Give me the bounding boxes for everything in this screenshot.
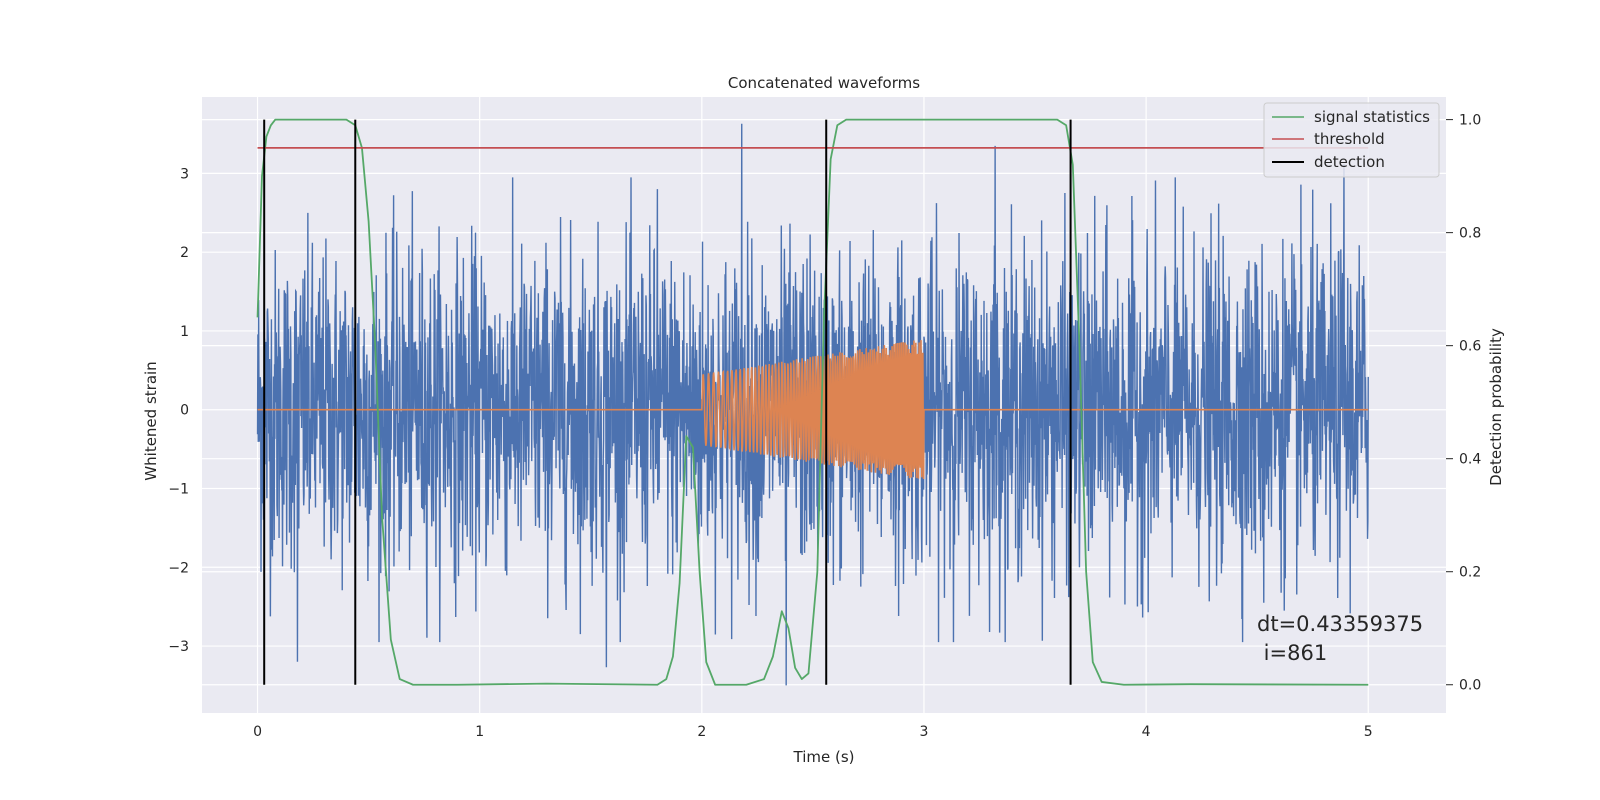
y-tick-label-left: 1 [180,324,189,340]
y-tick-label-left: −3 [168,639,189,655]
y-tick-label-left: 0 [180,403,189,419]
x-tick-label: 0 [253,724,262,740]
annotation-i: i=861 [1257,641,1327,665]
y-tick-label-right: 0.6 [1459,339,1481,355]
series-whitened-strain [256,123,1369,686]
x-tick-label: 3 [920,724,929,740]
y-tick-label-left: −1 [168,481,189,497]
y-tick-label-right: 0.4 [1459,452,1481,468]
legend-label-signal-statistics: signal statistics [1314,108,1430,126]
x-axis-label: Time (s) [793,748,855,766]
y-axis-label-right: Detection probability [1487,328,1505,486]
x-tick-label: 4 [1142,724,1151,740]
legend-box [1263,102,1440,178]
y-tick-label-right: 0.8 [1459,226,1481,242]
y-tick-label-right: 0.2 [1459,565,1481,581]
annotation-dt: dt=0.43359375 [1257,612,1423,636]
y-tick-label-left: 3 [180,166,189,182]
legend: signal statistics threshold detection [1263,102,1440,178]
chart-title: Concatenated waveforms [728,74,920,92]
series-layer [256,118,1369,686]
y-axis-label-left: Whitened strain [142,361,160,480]
y-tick-label-right: 0.0 [1459,678,1481,694]
legend-label-threshold: threshold [1314,130,1385,148]
x-tick-label: 5 [1364,724,1373,740]
x-tick-label: 2 [697,724,706,740]
x-tick-label: 1 [475,724,484,740]
y-tick-label-left: −2 [168,560,189,576]
y-tick-label-right: 1.0 [1459,113,1481,129]
series-injected-chirp [257,340,1369,480]
legend-label-detection: detection [1314,153,1385,171]
ticks: 0 1 2 3 4 5 −3 −2 −1 0 1 2 3 0.0 0.2 0.4 0.6 0.8 1.0 [168,113,1481,740]
y-tick-label-left: 2 [180,245,189,261]
